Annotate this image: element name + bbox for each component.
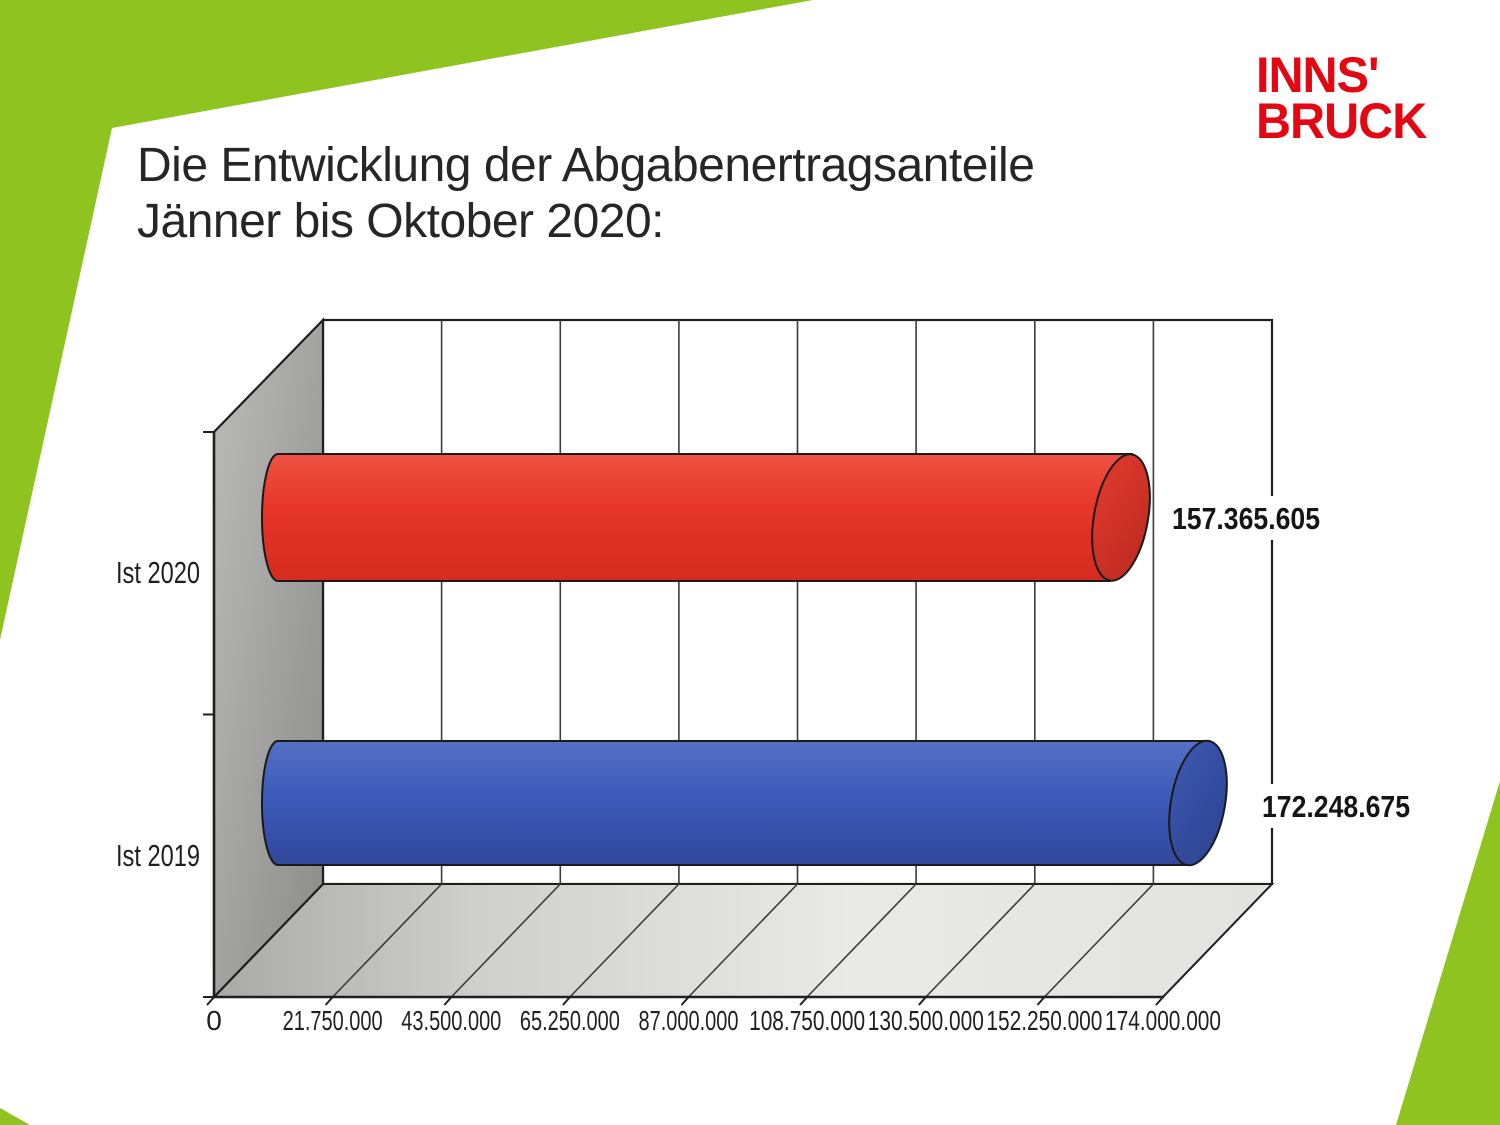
x-tick-0: 0 bbox=[206, 1005, 222, 1036]
value-label-ist-2019-backing bbox=[1254, 784, 1416, 828]
x-axis-tick-labels: 0 21.750.000 43.500.000 65.250.000 87.00… bbox=[206, 1005, 1221, 1036]
x-tick-1: 21.750.000 bbox=[283, 1005, 383, 1036]
bar-ist-2019-end-cap bbox=[1168, 739, 1228, 867]
bar-ist-2020 bbox=[261, 453, 1151, 582]
green-accent-bottom-left bbox=[0, 1108, 30, 1125]
title-line-2: Jänner bis Oktober 2020: bbox=[137, 195, 665, 248]
gridlines-floor bbox=[332, 883, 1154, 998]
x-tick-7: 152.250.000 bbox=[986, 1005, 1102, 1036]
value-label-ist-2020: 157.365.605 bbox=[1172, 501, 1320, 536]
x-tick-8: 174.000.000 bbox=[1105, 1005, 1221, 1036]
plot-side-wall bbox=[212, 317, 325, 1000]
innsbruck-logo: INNS' BRUCK bbox=[1256, 47, 1427, 149]
page-title: Die Entwicklung der Abgabenertragsanteil… bbox=[137, 138, 1035, 250]
title-line-1: Die Entwicklung der Abgabenertragsanteil… bbox=[137, 139, 1035, 192]
x-tick-5: 108.750.000 bbox=[749, 1005, 865, 1036]
logo-line-2: BRUCK bbox=[1256, 93, 1427, 149]
green-accent-top-left bbox=[0, 0, 813, 640]
category-label-ist-2020: Ist 2020 bbox=[116, 555, 200, 590]
bar-ist-2019 bbox=[261, 739, 1228, 867]
x-tick-6: 130.500.000 bbox=[868, 1005, 984, 1036]
green-accent-bottom-right bbox=[1396, 781, 1500, 1125]
bar-ist-2020-body bbox=[261, 453, 1134, 582]
bar-ist-2020-end-cap bbox=[1091, 453, 1151, 582]
value-label-ist-2019: 172.248.675 bbox=[1262, 789, 1410, 824]
x-tick-4: 87.000.000 bbox=[639, 1005, 739, 1036]
bar-ist-2019-body bbox=[261, 740, 1211, 866]
value-label-ist-2020-backing bbox=[1164, 496, 1326, 540]
axes bbox=[203, 431, 1165, 1006]
x-tick-3: 65.250.000 bbox=[520, 1005, 620, 1036]
category-label-ist-2019: Ist 2019 bbox=[116, 838, 200, 873]
x-tick-2: 43.500.000 bbox=[401, 1005, 501, 1036]
logo-line-1: INNS' bbox=[1256, 47, 1380, 103]
